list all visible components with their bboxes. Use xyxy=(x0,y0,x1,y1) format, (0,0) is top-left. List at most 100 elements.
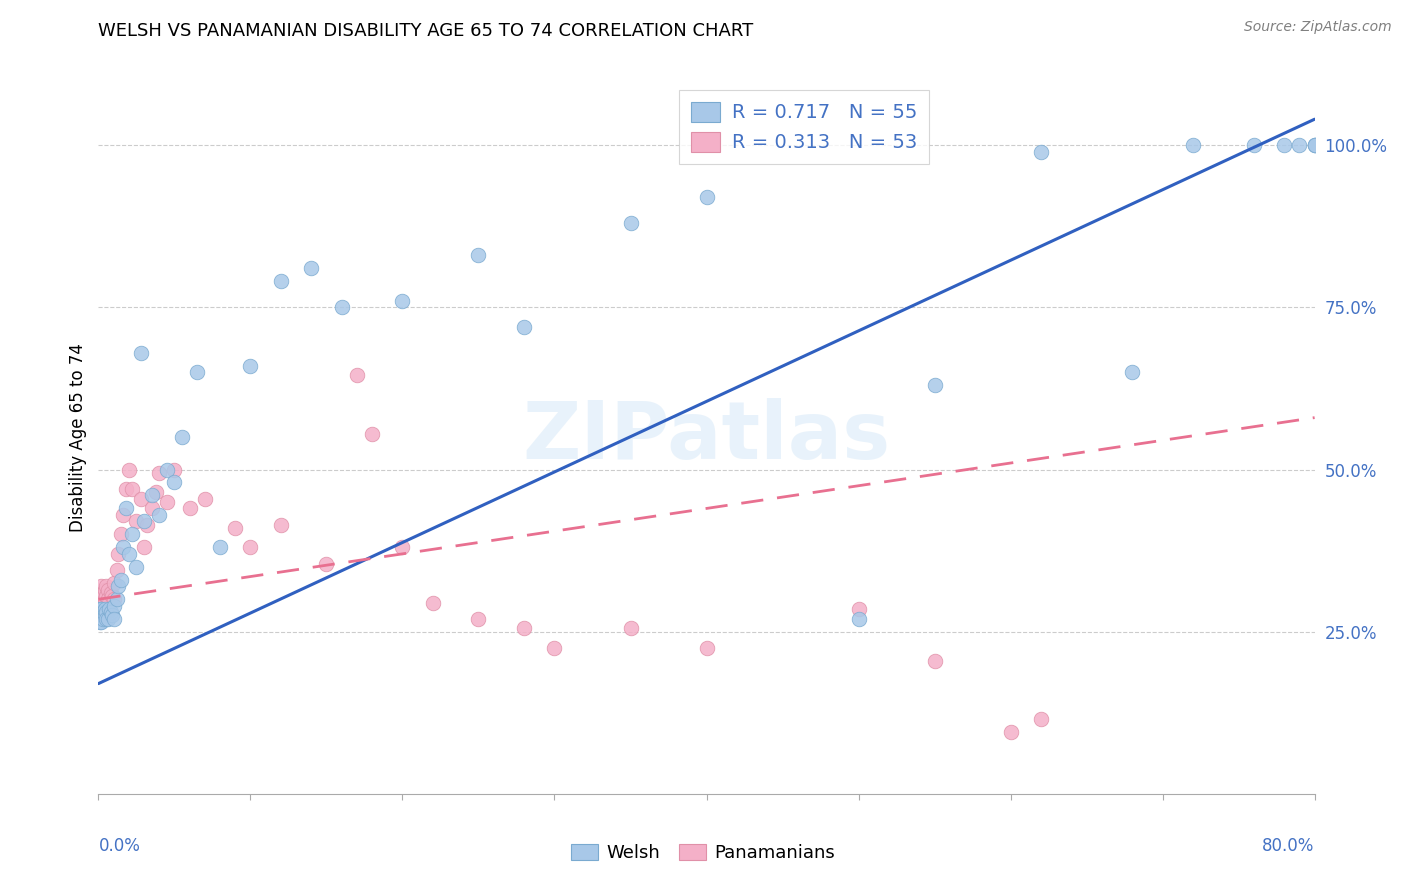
Point xyxy=(96,592,118,607)
Point xyxy=(1303,138,1326,153)
Point xyxy=(346,368,368,383)
Point xyxy=(101,608,124,623)
Point xyxy=(330,301,353,315)
Text: 0.0%: 0.0% xyxy=(98,837,141,855)
Point xyxy=(94,589,117,603)
Point xyxy=(89,608,111,623)
Point xyxy=(90,615,112,629)
Point xyxy=(156,495,179,509)
Point xyxy=(145,485,167,500)
Point xyxy=(132,541,155,555)
Point xyxy=(239,541,262,555)
Point xyxy=(467,248,489,262)
Point xyxy=(89,608,111,623)
Point xyxy=(1000,725,1022,739)
Point xyxy=(93,602,115,616)
Point xyxy=(105,563,128,577)
Point xyxy=(121,482,143,496)
Point xyxy=(89,602,111,616)
Point xyxy=(163,462,186,476)
Point xyxy=(100,586,122,600)
Point xyxy=(1029,712,1052,726)
Point xyxy=(94,612,117,626)
Text: Source: ZipAtlas.com: Source: ZipAtlas.com xyxy=(1244,20,1392,34)
Point xyxy=(239,359,262,373)
Point xyxy=(619,622,641,636)
Point xyxy=(96,612,118,626)
Point xyxy=(103,612,125,626)
Point xyxy=(121,527,143,541)
Point xyxy=(103,576,125,591)
Point xyxy=(1272,138,1295,153)
Point xyxy=(90,608,112,623)
Legend: Welsh, Panamanians: Welsh, Panamanians xyxy=(564,837,842,870)
Point xyxy=(111,541,134,555)
Point xyxy=(125,515,148,529)
Point xyxy=(90,602,112,616)
Point xyxy=(1029,145,1052,159)
Legend: R = 0.717   N = 55, R = 0.313   N = 53: R = 0.717 N = 55, R = 0.313 N = 53 xyxy=(679,90,928,164)
Point xyxy=(98,602,121,616)
Point xyxy=(89,615,111,629)
Point xyxy=(391,541,413,555)
Point xyxy=(103,592,125,607)
Point xyxy=(110,573,132,587)
Point xyxy=(94,579,117,593)
Point xyxy=(924,654,946,668)
Point xyxy=(1288,138,1310,153)
Point xyxy=(194,491,217,506)
Point xyxy=(179,501,201,516)
Point xyxy=(163,475,186,490)
Point xyxy=(90,605,112,619)
Point xyxy=(391,293,413,308)
Point xyxy=(299,261,322,276)
Point xyxy=(361,426,384,441)
Point xyxy=(924,378,946,392)
Point xyxy=(513,622,536,636)
Point xyxy=(696,640,718,655)
Point xyxy=(148,466,170,480)
Point xyxy=(96,582,118,597)
Point xyxy=(91,586,114,600)
Text: ZIPatlas: ZIPatlas xyxy=(523,398,890,476)
Point xyxy=(315,557,337,571)
Point xyxy=(91,595,114,609)
Point xyxy=(156,462,179,476)
Point xyxy=(90,579,112,593)
Point xyxy=(107,579,129,593)
Point xyxy=(270,517,292,532)
Point xyxy=(148,508,170,522)
Point xyxy=(186,365,208,379)
Point xyxy=(513,319,536,334)
Point xyxy=(1182,138,1205,153)
Point xyxy=(129,491,152,506)
Point xyxy=(1303,138,1326,153)
Point xyxy=(125,559,148,574)
Point xyxy=(107,547,129,561)
Point xyxy=(270,274,292,288)
Point xyxy=(543,640,565,655)
Point xyxy=(114,501,136,516)
Point xyxy=(110,527,132,541)
Point xyxy=(111,508,134,522)
Point xyxy=(93,592,115,607)
Point xyxy=(100,605,122,619)
Point xyxy=(467,612,489,626)
Point xyxy=(422,595,444,609)
Point xyxy=(105,592,128,607)
Y-axis label: Disability Age 65 to 74: Disability Age 65 to 74 xyxy=(69,343,87,532)
Point xyxy=(98,595,121,609)
Point xyxy=(1243,138,1265,153)
Point xyxy=(132,515,155,529)
Point xyxy=(94,605,117,619)
Point xyxy=(848,612,870,626)
Point xyxy=(91,605,114,619)
Text: 80.0%: 80.0% xyxy=(1263,837,1315,855)
Point xyxy=(209,541,232,555)
Point xyxy=(129,345,152,359)
Point xyxy=(90,592,112,607)
Point xyxy=(101,589,124,603)
Point xyxy=(114,482,136,496)
Point xyxy=(89,595,111,609)
Point xyxy=(118,462,141,476)
